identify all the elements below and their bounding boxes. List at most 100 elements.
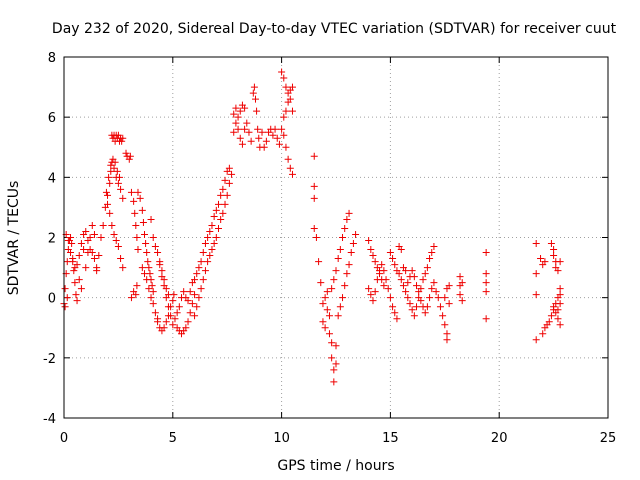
data-point [282,107,290,115]
y-tick-label: -2 [43,352,56,367]
data-point [456,291,464,299]
data-point [310,224,318,232]
data-point [147,215,155,223]
y-tick-label: 8 [48,51,56,66]
data-point [162,294,170,302]
data-point [90,230,98,238]
data-point [339,234,347,241]
data-point [193,303,201,311]
data-point [417,297,425,305]
data-point [154,249,162,257]
data-point [73,297,81,305]
data-point [325,330,333,338]
data-point [332,342,340,350]
data-point [347,249,355,257]
data-point [445,300,453,308]
data-point [330,276,338,284]
data-point [99,221,107,229]
data-point [428,249,436,257]
data-point [208,221,216,229]
data-point [72,291,80,299]
data-point [341,224,349,232]
data-point [141,270,149,278]
data-point [443,330,451,338]
x-tick-label: 10 [273,431,290,446]
data-point [421,309,429,317]
data-point [389,255,397,263]
data-point [73,261,81,269]
data-point [238,140,246,148]
data-point [151,243,159,251]
data-point [195,294,203,302]
data-point [95,252,103,260]
data-point [321,294,329,302]
data-point [133,234,141,241]
data-point [373,276,381,284]
data-point [389,303,397,311]
data-point [391,309,399,317]
data-point [225,179,233,187]
x-tick-label: 20 [491,431,508,446]
data-point [170,291,178,299]
data-point [201,240,209,248]
data-point [212,206,220,214]
x-tick-label: 5 [169,431,177,446]
data-point [93,267,101,275]
data-point [458,279,466,287]
data-point [102,188,110,196]
data-point [210,212,218,220]
data-point [199,249,207,257]
data-point [206,252,214,260]
data-point [271,125,279,133]
data-point [214,200,222,208]
data-point [127,294,135,302]
data-point [68,240,76,248]
data-point [104,200,112,208]
data-point [193,270,201,278]
data-point [108,221,116,229]
data-point [393,315,401,323]
data-point [138,264,146,272]
data-point [532,336,540,344]
x-tick-labels: 0 5 10 15 20 25 [60,431,616,446]
data-point [232,119,240,127]
data-point [210,240,218,248]
data-point [273,134,281,142]
data-point [365,285,373,293]
data-point [171,315,179,323]
data-point [77,285,85,293]
data-point [134,188,142,196]
data-point [110,230,118,238]
data-point [169,297,177,305]
data-point [404,294,412,302]
data-point [234,113,242,121]
data-point [160,282,168,290]
data-point [117,255,125,263]
data-point [402,267,410,275]
data-point [280,113,288,121]
data-point [386,249,394,257]
data-point [556,321,564,329]
data-point [482,315,490,323]
data-point [482,288,490,296]
data-point [197,285,205,293]
data-point [156,261,164,269]
data-point [221,176,229,184]
data-point [349,240,357,248]
data-point [195,264,203,272]
data-point [119,134,127,142]
data-point [288,83,296,91]
data-point [169,321,177,329]
data-point [162,318,170,326]
data-point [550,303,558,311]
data-point [286,164,294,172]
data-point [384,285,392,293]
data-point [408,267,416,275]
data-point [143,249,151,257]
data-point [186,288,194,296]
data-point [339,294,347,302]
data-point [382,276,390,284]
data-point [61,285,69,293]
data-point [426,294,434,302]
data-point [90,255,98,263]
